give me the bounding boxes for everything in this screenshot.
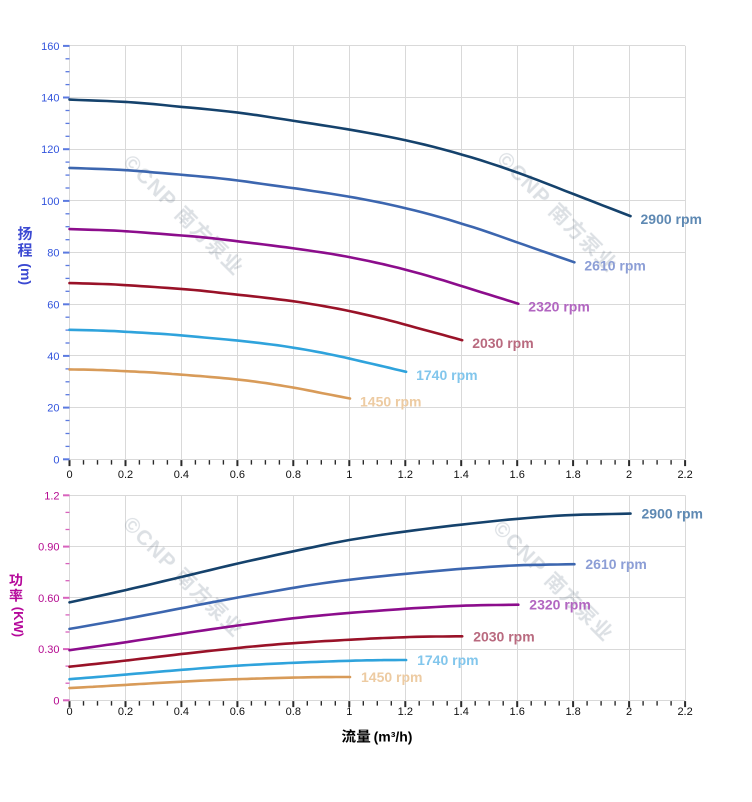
svg-text:0: 0 <box>53 695 59 707</box>
svg-text:0.6: 0.6 <box>230 469 245 481</box>
svg-text:2030 rpm: 2030 rpm <box>473 628 534 644</box>
svg-text:1: 1 <box>346 469 352 481</box>
svg-text:0.2: 0.2 <box>118 706 133 718</box>
svg-text:0.30: 0.30 <box>38 644 59 656</box>
svg-text:0.60: 0.60 <box>38 593 59 605</box>
svg-text:2610 rpm: 2610 rpm <box>585 556 646 572</box>
svg-text:2: 2 <box>626 706 632 718</box>
svg-text:0.90: 0.90 <box>38 542 59 554</box>
svg-text:1.8: 1.8 <box>565 469 580 481</box>
svg-text:0: 0 <box>53 454 59 466</box>
svg-text:0.2: 0.2 <box>118 469 133 481</box>
svg-text:2030 rpm: 2030 rpm <box>472 335 533 351</box>
svg-text:2.2: 2.2 <box>677 706 692 718</box>
svg-text:20: 20 <box>47 403 59 415</box>
svg-text:1740 rpm: 1740 rpm <box>416 367 477 383</box>
svg-text:2900 rpm: 2900 rpm <box>641 211 702 227</box>
svg-text:1740 rpm: 1740 rpm <box>417 652 478 668</box>
svg-text:1.6: 1.6 <box>510 469 525 481</box>
svg-text:1.8: 1.8 <box>565 706 580 718</box>
svg-text:40: 40 <box>47 351 59 363</box>
svg-text:(m³/h): (m³/h) <box>374 729 413 745</box>
svg-text:(m): (m) <box>18 263 34 285</box>
svg-text:1.2: 1.2 <box>398 706 413 718</box>
svg-text:2: 2 <box>626 469 632 481</box>
svg-text:0.6: 0.6 <box>230 706 245 718</box>
svg-text:2320 rpm: 2320 rpm <box>529 597 590 613</box>
svg-text:160: 160 <box>41 41 59 53</box>
svg-text:2610 rpm: 2610 rpm <box>584 257 645 273</box>
svg-text:0.8: 0.8 <box>286 469 301 481</box>
svg-text:1450 rpm: 1450 rpm <box>360 394 421 410</box>
svg-text:1450 rpm: 1450 rpm <box>361 669 422 685</box>
svg-text:120: 120 <box>41 144 59 156</box>
svg-text:0: 0 <box>66 706 72 718</box>
svg-text:1.4: 1.4 <box>454 469 469 481</box>
svg-text:80: 80 <box>47 248 59 260</box>
svg-text:0: 0 <box>66 469 72 481</box>
svg-text:100: 100 <box>41 196 59 208</box>
svg-text:0.4: 0.4 <box>174 469 189 481</box>
svg-text:1.4: 1.4 <box>454 706 469 718</box>
svg-text:140: 140 <box>41 93 59 105</box>
svg-text:0.8: 0.8 <box>286 706 301 718</box>
svg-text:2.2: 2.2 <box>677 469 692 481</box>
svg-text:2900 rpm: 2900 rpm <box>642 506 703 522</box>
svg-text:(KW): (KW) <box>11 607 26 637</box>
svg-text:1: 1 <box>346 706 352 718</box>
svg-text:2320 rpm: 2320 rpm <box>528 299 589 315</box>
svg-text:1.2: 1.2 <box>398 469 413 481</box>
svg-text:1.2: 1.2 <box>44 490 59 502</box>
svg-text:1.6: 1.6 <box>510 706 525 718</box>
svg-text:60: 60 <box>47 299 59 311</box>
svg-text:0.4: 0.4 <box>174 706 189 718</box>
